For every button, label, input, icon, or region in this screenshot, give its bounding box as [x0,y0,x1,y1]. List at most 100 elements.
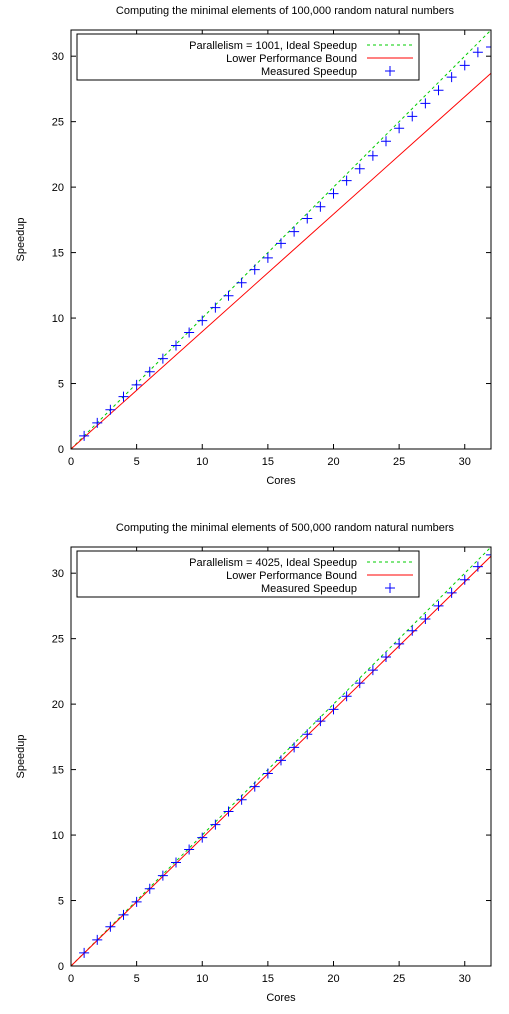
y-tick-label: 20 [52,699,64,711]
measured-point [302,213,313,224]
measured-point [210,302,221,313]
measured-point [354,163,365,174]
measured-point [171,340,181,351]
y-tick-label: 30 [52,568,64,580]
measured-point [105,404,116,415]
measured-point [131,379,142,390]
measured-point [315,716,326,727]
measured-point [341,691,352,702]
measured-point [420,614,431,625]
y-tick-label: 20 [52,182,64,194]
measured-point [118,391,129,402]
y-tick-label: 30 [52,51,64,63]
y-tick-label: 10 [52,313,64,325]
chart-title: Computing the minimal elements of 500,00… [116,522,455,534]
measured-point [171,857,181,868]
measured-point [118,909,129,920]
x-axis-label: Cores [266,992,296,1004]
measured-point [210,819,221,830]
measured-point [249,264,260,275]
lower-bound-line [71,72,491,449]
measured-point [486,549,491,560]
y-tick-label: 10 [52,830,64,842]
measured-point [144,883,155,894]
x-tick-label: 20 [327,456,339,468]
measured-point [249,781,260,792]
measured-point [184,327,195,338]
measured-point [420,98,431,109]
chart-panel-2: Computing the minimal elements of 500,00… [15,522,492,1004]
x-tick-label: 10 [196,456,208,468]
measured-point [354,678,365,689]
legend-box [76,33,420,81]
legend-label: Measured Speedup [261,66,357,78]
measured-point [92,417,103,428]
x-tick-label: 5 [134,973,140,985]
x-tick-label: 15 [262,456,274,468]
measured-point [407,111,418,122]
measured-point [433,600,444,611]
measured-point [197,832,208,843]
measured-point [381,136,391,147]
measured-point [367,150,378,161]
measured-point [276,755,286,766]
legend-label: Parallelism = 4025, Ideal Speedup [189,557,357,569]
measured-point [407,625,418,636]
x-tick-label: 0 [68,973,74,985]
measured-point [446,587,457,598]
chart-title: Computing the minimal elements of 100,00… [116,5,455,17]
y-tick-label: 15 [52,765,64,777]
x-tick-label: 0 [68,456,74,468]
measured-point [197,315,208,326]
measured-point [341,175,352,186]
measured-point [486,42,491,53]
measured-point [131,896,142,907]
measured-point [367,665,378,676]
measured-point [223,290,234,301]
measured-point [446,72,457,83]
legend-label: Lower Performance Bound [226,53,357,65]
measured-point [92,934,103,945]
measured-point [459,574,470,585]
measured-point [79,947,90,958]
series-group [71,547,491,966]
x-tick-label: 20 [327,973,339,985]
y-tick-label: 15 [52,248,64,260]
legend-box [76,550,420,598]
measured-point [157,353,168,364]
measured-point [433,85,444,96]
measured-point [394,123,405,134]
x-tick-label: 5 [134,456,140,468]
legend-label: Lower Performance Bound [226,570,357,582]
measured-point [105,921,116,932]
plot-frame [70,546,492,967]
measured-point [394,638,405,649]
measured-point [144,366,155,377]
measured-point [236,277,247,288]
y-tick-label: 5 [58,379,64,391]
legend-swatch-marker [385,583,395,593]
y-tick-label: 0 [58,444,64,456]
measured-point [315,201,326,212]
x-tick-label: 10 [196,973,208,985]
measured-point [289,226,300,237]
plot-frame [70,29,492,450]
chart-panel-1: Computing the minimal elements of 100,00… [15,5,492,487]
measured-point [262,252,273,263]
measured-point [472,47,483,58]
x-tick-label: 25 [393,456,405,468]
x-tick-label: 25 [393,973,405,985]
measured-point [459,60,470,71]
measured-point [223,806,234,817]
x-axis-label: Cores [266,475,296,487]
measured-point [381,651,391,662]
legend-label: Measured Speedup [261,583,357,595]
y-tick-label: 25 [52,117,64,129]
measured-point [302,729,313,740]
measured-point [236,794,247,805]
legend-swatch-marker [385,66,395,76]
measured-point [276,238,286,249]
y-tick-label: 5 [58,896,64,908]
measured-point [472,561,483,572]
